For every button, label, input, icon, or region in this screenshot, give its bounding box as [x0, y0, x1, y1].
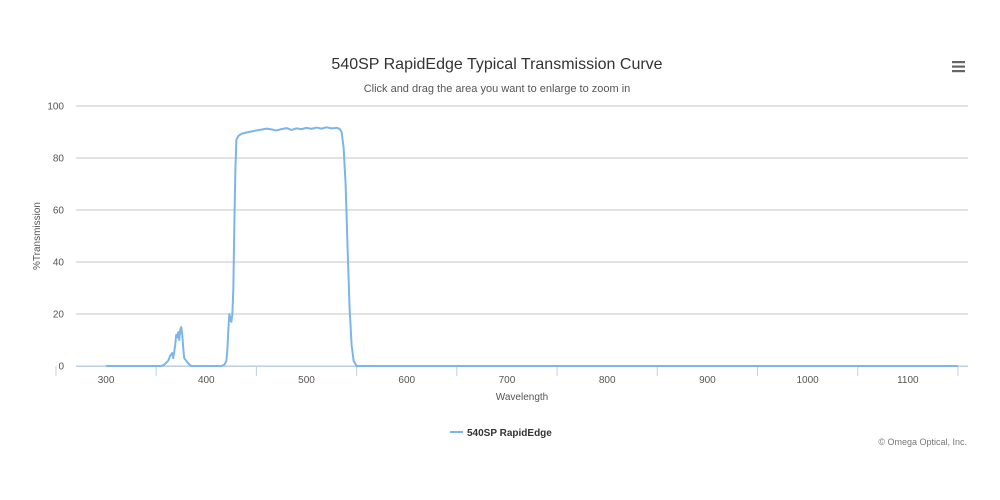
x-tick-label: 800 — [599, 375, 616, 386]
plot-area[interactable] — [76, 106, 968, 367]
y-tick-label: 0 — [58, 362, 64, 373]
x-tick-label: 500 — [298, 375, 315, 386]
y-tick-label: 20 — [53, 310, 65, 321]
y-axis-ticks: 0 20 40 60 80 100 — [47, 102, 64, 373]
y-tick-label: 60 — [53, 206, 65, 217]
x-tick-label: 700 — [499, 375, 516, 386]
x-tick-label: 300 — [98, 375, 115, 386]
x-tick-label: 1100 — [897, 375, 919, 386]
x-tick-label: 900 — [699, 375, 716, 386]
y-tick-label: 100 — [47, 102, 64, 113]
credits-link[interactable]: © Omega Optical, Inc. — [878, 437, 967, 447]
chart-title: 540SP RapidEdge Typical Transmission Cur… — [331, 56, 662, 73]
y-axis-title: %Transmission — [32, 202, 43, 270]
x-axis-title: Wavelength — [496, 392, 548, 403]
zoom-drag-area[interactable] — [76, 106, 968, 366]
chart-subtitle: Click and drag the area you want to enla… — [364, 83, 631, 95]
y-tick-label: 80 — [53, 154, 65, 165]
hamburger-menu-icon[interactable] — [952, 60, 966, 74]
x-tick-label: 600 — [398, 375, 415, 386]
x-tick-label: 1000 — [797, 375, 820, 386]
legend-item[interactable]: 540SP RapidEdge — [450, 428, 552, 439]
series-line-540sp-rapidedge[interactable] — [106, 126, 958, 367]
y-tick-label: 40 — [53, 258, 65, 269]
legend-label: 540SP RapidEdge — [467, 428, 552, 439]
x-axis: 300 400 500 600 700 800 900 1000 1100 — [55, 366, 968, 386]
x-tick-label: 400 — [198, 375, 215, 386]
